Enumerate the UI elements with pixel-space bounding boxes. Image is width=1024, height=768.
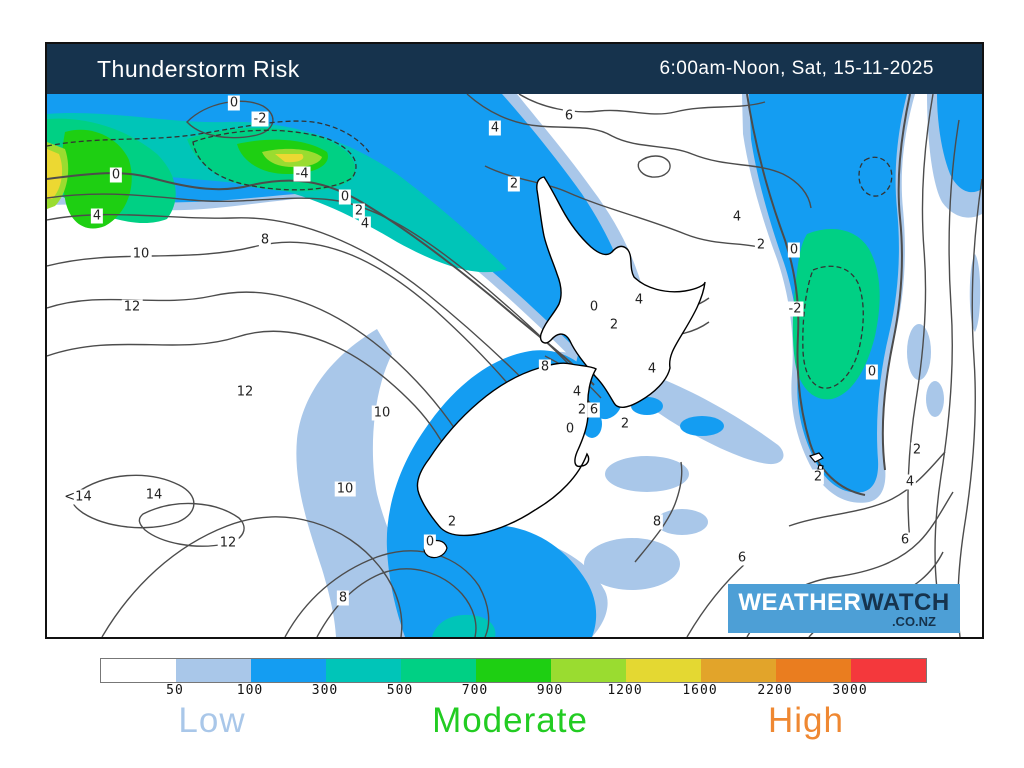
contour-label: 0 (563, 421, 577, 437)
scale-segment (326, 659, 401, 682)
scale-segment (626, 659, 701, 682)
contour-label: 12 (121, 299, 143, 315)
contour-label: 6 (898, 532, 912, 548)
contour-label: 0 (787, 242, 801, 258)
contour-label: 0 (338, 189, 352, 205)
scale-tick-label: 2200 (757, 683, 793, 698)
scale-tick-label: 3000 (832, 683, 868, 698)
scale-tick-label: 700 (461, 683, 489, 698)
contour-label: 2 (445, 514, 459, 530)
weatherwatch-logo: WEATHERWATCH .CO.NZ (728, 584, 960, 633)
scale-segment (476, 659, 551, 682)
scale-segment (851, 659, 926, 682)
contour-label: 4 (488, 120, 502, 136)
scale-segment (176, 659, 251, 682)
contour-label: 8 (336, 590, 350, 606)
category-low: Low (178, 701, 246, 740)
scale-segment (251, 659, 326, 682)
contour-label: 2 (910, 442, 924, 458)
contour-label: 10 (334, 481, 356, 497)
contour-label: 0 (423, 534, 437, 550)
logo-domain-text: .CO.NZ (891, 614, 936, 629)
scale-tick-label: 1600 (682, 683, 718, 698)
category-moderate: Moderate (432, 701, 588, 740)
contour-label: -4 (293, 166, 311, 182)
scale-tick-label: 900 (536, 683, 564, 698)
contour-label: 4 (730, 209, 744, 225)
page-title: Thunderstorm Risk (97, 55, 300, 82)
map-frame: Thunderstorm Risk 6:00am-Noon, Sat, 15-1… (45, 42, 984, 639)
scale-segment (776, 659, 851, 682)
category-high: High (768, 701, 844, 740)
scale-ticks: 50 100 300 500 700 900 1200 1600 2200 3000 (100, 683, 925, 699)
contour-label: 4 (358, 216, 372, 232)
contour-label: -2 (251, 111, 269, 127)
contour-label: 4 (903, 474, 917, 490)
scale-segment (551, 659, 626, 682)
contour-label: 2 (811, 469, 825, 485)
contour-label: 6 (587, 402, 601, 418)
contour-label: 0 (865, 364, 879, 380)
logo-watch-text: WATCH (860, 589, 950, 616)
contour-label: 6 (562, 108, 576, 124)
scale-tick-label: 1200 (607, 683, 643, 698)
contour-label: 12 (217, 535, 239, 551)
contour-label: 4 (645, 361, 659, 377)
contour-label: 10 (130, 246, 152, 262)
timestamp: 6:00am-Noon, Sat, 15-11-2025 (659, 58, 934, 79)
contour-label: 0 (109, 167, 123, 183)
scale-segment (701, 659, 776, 682)
contour-label: 2 (352, 203, 366, 219)
contour-labels: 0 -2 -4 0 4 0 2 4 8 10 4 6 2 12 12 10 10 14 <14 12 8 4 2 0 -2 0 2 2… (47, 94, 982, 637)
contour-label: 2 (607, 317, 621, 333)
contour-label: 8 (650, 514, 664, 530)
contour-label: 12 (234, 384, 256, 400)
scale-segment (401, 659, 476, 682)
contour-label: 8 (258, 232, 272, 248)
contour-label: 10 (371, 405, 393, 421)
logo-wordmark: WEATHERWATCH (738, 589, 950, 617)
contour-label: 2 (754, 237, 768, 253)
risk-scale-bar (100, 658, 927, 683)
scale-tick-label: 500 (386, 683, 414, 698)
contour-label: 4 (570, 384, 584, 400)
scale-tick-label: 50 (166, 683, 184, 698)
contour-label: 2 (618, 416, 632, 432)
contour-label: 2 (575, 402, 589, 418)
risk-map-svg (47, 94, 982, 637)
scale-tick-label: 300 (311, 683, 339, 698)
map-header: Thunderstorm Risk 6:00am-Noon, Sat, 15-1… (47, 44, 982, 94)
logo-weather-text: WEATHER (738, 589, 861, 616)
contour-label: 8 (538, 359, 552, 375)
contour-label: 0 (587, 299, 601, 315)
map-canvas: 0 -2 -4 0 4 0 2 4 8 10 4 6 2 12 12 10 10 14 <14 12 8 4 2 0 -2 0 2 2… (47, 94, 982, 637)
contour-label: 4 (90, 208, 104, 224)
contour-label: <14 (62, 489, 94, 505)
contour-label: 2 (507, 176, 521, 192)
scale-tick-label: 100 (236, 683, 264, 698)
scale-segment (101, 659, 176, 682)
contour-label: 14 (143, 487, 165, 503)
contour-label: 4 (632, 292, 646, 308)
contour-label: 0 (227, 95, 241, 111)
contour-label: -2 (786, 301, 804, 317)
contour-label: 6 (735, 550, 749, 566)
